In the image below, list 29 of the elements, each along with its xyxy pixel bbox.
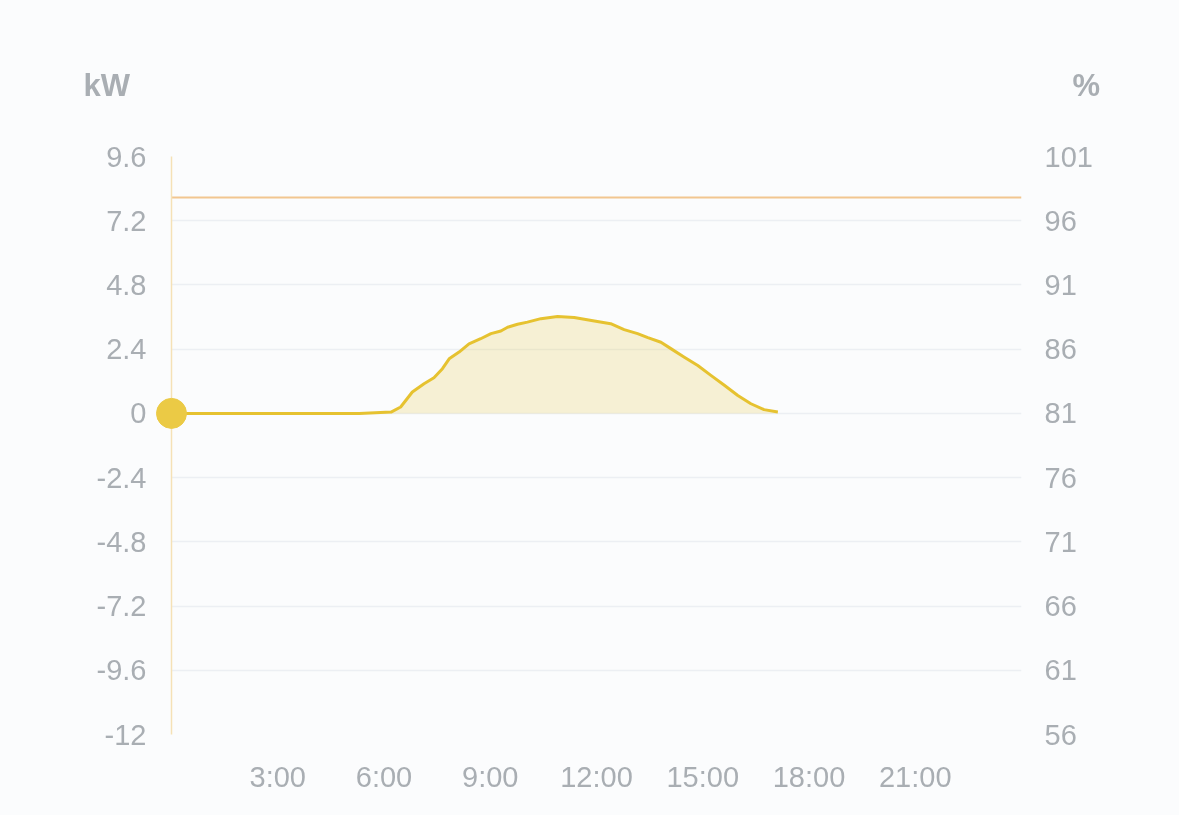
y-tick-label: -4.8 — [96, 525, 147, 558]
y2-tick-label: 91 — [1044, 268, 1077, 301]
y2-tick-label: 71 — [1044, 525, 1077, 558]
y2-tick-label: 101 — [1044, 140, 1093, 173]
y-tick-label: 2.4 — [106, 333, 147, 366]
y2-tick-label: 56 — [1044, 718, 1077, 751]
y-tick-label: -12 — [104, 718, 147, 751]
x-tick-label: 15:00 — [666, 760, 740, 793]
x-tick-label: 3:00 — [249, 760, 306, 793]
y-tick-label: 7.2 — [106, 204, 147, 237]
y-tick-label: -2.4 — [96, 461, 147, 494]
y2-tick-label: 86 — [1044, 333, 1077, 366]
y2-tick-label: 76 — [1044, 461, 1077, 494]
y2-tick-label: 66 — [1044, 590, 1077, 623]
y2-tick-label: 61 — [1044, 654, 1077, 687]
y-tick-label: -9.6 — [96, 654, 147, 687]
x-tick-label: 21:00 — [878, 760, 952, 793]
y-tick-label: 0 — [130, 397, 147, 430]
y-axis-title: kW — [83, 68, 130, 103]
y-tick-label: 4.8 — [106, 268, 147, 301]
x-tick-label: 12:00 — [560, 760, 633, 793]
x-tick-label: 6:00 — [355, 760, 413, 793]
y2-axis-title: % — [1072, 68, 1100, 103]
y2-tick-label: 81 — [1044, 397, 1077, 430]
y-tick-label: 9.6 — [106, 140, 147, 173]
x-tick-label: 9:00 — [462, 760, 519, 793]
x-tick-label: 18:00 — [772, 760, 846, 793]
y2-tick-label: 96 — [1044, 204, 1077, 237]
y-tick-label: -7.2 — [96, 590, 147, 623]
